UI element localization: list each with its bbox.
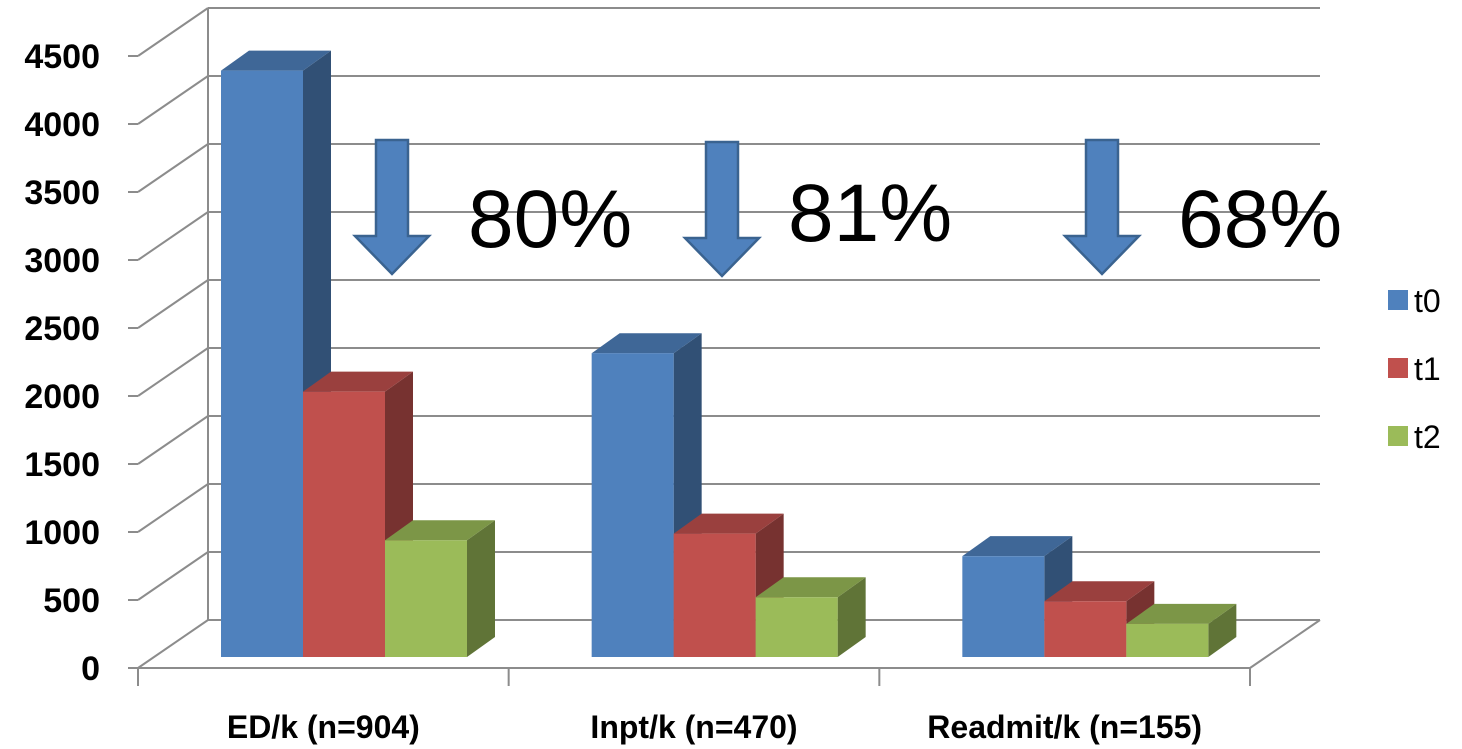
bar-front (673, 533, 756, 657)
legend-label: t1 (1414, 351, 1441, 387)
bar-side (467, 520, 495, 657)
bar-top (755, 577, 866, 598)
bar-side (837, 577, 866, 657)
y-tick-label: 0 (81, 650, 100, 688)
bar-top (1044, 581, 1155, 602)
gridline-side (137, 619, 209, 669)
bars (221, 50, 1237, 657)
annotations: 80% 81% 68% (352, 138, 1342, 278)
legend-label: t0 (1414, 283, 1441, 319)
bar-top (1126, 603, 1237, 624)
y-tick-label: 1500 (24, 446, 100, 484)
bar-top (303, 371, 413, 392)
floor-edge (1249, 619, 1321, 669)
legend-swatch (1388, 290, 1408, 310)
bar-front (385, 540, 467, 657)
bar-front (755, 597, 838, 657)
y-tick-label: 3000 (24, 242, 100, 280)
x-tick-label: Readmit/k (n=155) (927, 709, 1202, 745)
x-tick-label: Inpt/k (n=470) (590, 709, 797, 745)
y-tick-label: 3500 (24, 174, 100, 212)
gridline-side (137, 75, 209, 125)
bar-t2-0 (385, 520, 495, 657)
bar-t0-2 (962, 536, 1073, 657)
y-tick-label: 4000 (24, 106, 100, 144)
legend[interactable]: t0 t1 t2 (1388, 283, 1441, 455)
percent-reduction-label: 68% (1178, 174, 1342, 265)
legend-swatch (1388, 358, 1408, 378)
gridline-side (137, 279, 209, 329)
legend-item-t0[interactable]: t0 (1388, 283, 1441, 319)
y-tick-label: 4500 (24, 38, 100, 76)
bar-top (673, 513, 784, 534)
percent-reduction-label: 80% (468, 174, 632, 265)
bar-top (591, 333, 702, 354)
bar-front (1044, 601, 1127, 657)
bar-front (1126, 623, 1209, 657)
bar-side (1208, 603, 1237, 657)
gridline-side (137, 483, 209, 533)
legend-item-t2[interactable]: t2 (1388, 419, 1441, 455)
bar-front (591, 353, 674, 657)
legend-item-t1[interactable]: t1 (1388, 351, 1441, 387)
y-tick-label: 1000 (24, 514, 100, 552)
legend-label: t2 (1414, 419, 1441, 455)
y-tick-label: 500 (43, 582, 100, 620)
percent-reduction-label: 81% (788, 168, 952, 259)
x-tick-label: ED/k (n=904) (227, 709, 420, 745)
down-arrow-icon (682, 140, 762, 278)
bar-t2-1 (755, 577, 866, 657)
y-tick-label: 2000 (24, 378, 100, 416)
tick-labels: 0 500 1000 1500 2000 2500 3000 3500 4000 4500 ED/k… (24, 38, 1202, 745)
legend-swatch (1388, 426, 1408, 446)
bar-top (962, 536, 1073, 557)
gridline-side (137, 551, 209, 601)
gridline-side (137, 347, 209, 397)
bar-t2-2 (1126, 603, 1237, 657)
axes (128, 55, 1321, 686)
bar-top (385, 520, 495, 541)
bar-top (221, 50, 331, 71)
down-arrow-icon (1062, 138, 1142, 276)
bar-front (962, 556, 1045, 657)
bar-front (303, 391, 385, 657)
gridline-side (137, 7, 209, 57)
gridline-side (137, 143, 209, 193)
gridline-side (137, 211, 209, 261)
gridline-side (137, 415, 209, 465)
down-arrow-icon (352, 138, 432, 276)
bar-front (221, 70, 303, 657)
y-tick-label: 2500 (24, 310, 100, 348)
bar-t0-0 (221, 50, 331, 657)
